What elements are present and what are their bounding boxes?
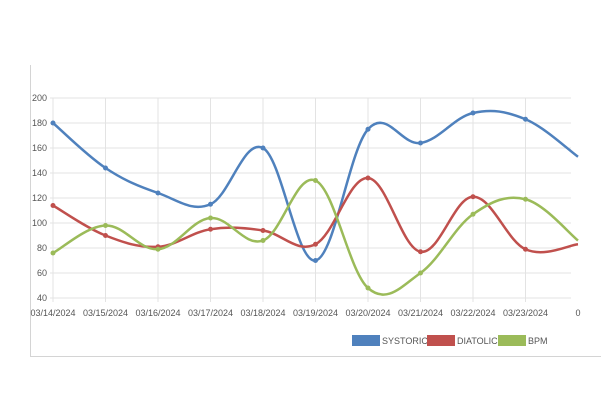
x-tick-label: 03/21/2024: [398, 308, 443, 318]
y-tick-label: 60: [37, 268, 47, 278]
data-point-systoric: [260, 145, 266, 151]
data-point-diatolic: [208, 226, 213, 232]
data-point-bpm: [523, 196, 528, 202]
legend-label[interactable]: SYSTORIC: [382, 336, 428, 346]
y-tick-label: 200: [32, 93, 47, 103]
data-point-systoric: [50, 120, 56, 126]
legend-swatch[interactable]: [427, 335, 455, 346]
data-point-diatolic: [523, 246, 528, 252]
data-point-systoric: [155, 190, 161, 196]
data-point-bpm: [260, 238, 266, 243]
data-point-diatolic: [365, 175, 371, 181]
x-tick-label: 03/17/2024: [188, 308, 233, 318]
data-point-systoric: [523, 116, 528, 122]
legend-swatch[interactable]: [352, 335, 380, 346]
data-point-bpm: [418, 270, 423, 276]
x-tick-label: 03/16/2024: [135, 308, 180, 318]
x-tick-label: 03/14/2024: [30, 308, 75, 318]
data-point-diatolic: [50, 203, 56, 208]
data-point-diatolic: [313, 241, 318, 247]
x-tick-label: 03/18/2024: [240, 308, 285, 318]
data-point-bpm: [155, 246, 161, 252]
y-tick-label: 160: [32, 143, 47, 153]
y-tick-label: 140: [32, 168, 47, 178]
y-tick-label: 100: [32, 218, 47, 228]
x-tick-label: 0: [575, 308, 580, 318]
data-point-diatolic: [418, 249, 423, 255]
data-point-systoric: [208, 201, 213, 207]
x-tick-label: 03/23/2024: [503, 308, 548, 318]
y-axis-ticks: 40 60 80 100 120 140 160 180 200: [32, 93, 47, 303]
x-axis-ticks: 03/14/2024 03/15/2024 03/16/2024 03/17/2024…: [30, 308, 580, 318]
data-point-bpm: [103, 223, 108, 228]
data-point-diatolic: [103, 233, 108, 238]
x-tick-label: 03/20/2024: [345, 308, 390, 318]
data-point-systoric: [365, 126, 371, 132]
data-point-systoric: [313, 258, 318, 263]
data-point-bpm: [313, 178, 318, 183]
data-point-bpm: [208, 215, 213, 221]
y-tick-label: 120: [32, 193, 47, 203]
data-point-bpm: [50, 250, 56, 256]
data-point-bpm: [365, 285, 371, 291]
y-tick-label: 180: [32, 118, 47, 128]
data-point-bpm: [470, 211, 476, 217]
data-point-systoric: [103, 165, 108, 171]
legend-swatch[interactable]: [498, 335, 526, 346]
y-tick-label: 40: [37, 293, 47, 303]
y-tick-label: 80: [37, 243, 47, 253]
legend-label[interactable]: BPM: [528, 336, 548, 346]
legend: SYSTORIC DIATOLIC BPM: [352, 335, 548, 346]
x-tick-label: 03/15/2024: [83, 308, 128, 318]
data-point-systoric: [418, 140, 423, 146]
data-point-diatolic: [470, 194, 476, 200]
series-line-diatolic: [52, 176, 579, 254]
x-tick-label: 03/22/2024: [450, 308, 495, 318]
grid-layer: [50, 97, 571, 302]
legend-label[interactable]: DIATOLIC: [457, 336, 498, 346]
x-tick-label: 03/19/2024: [293, 308, 338, 318]
data-point-systoric: [470, 110, 476, 116]
chart-frame: [30, 65, 601, 357]
series-layer: [50, 109, 579, 296]
data-point-diatolic: [260, 228, 266, 233]
